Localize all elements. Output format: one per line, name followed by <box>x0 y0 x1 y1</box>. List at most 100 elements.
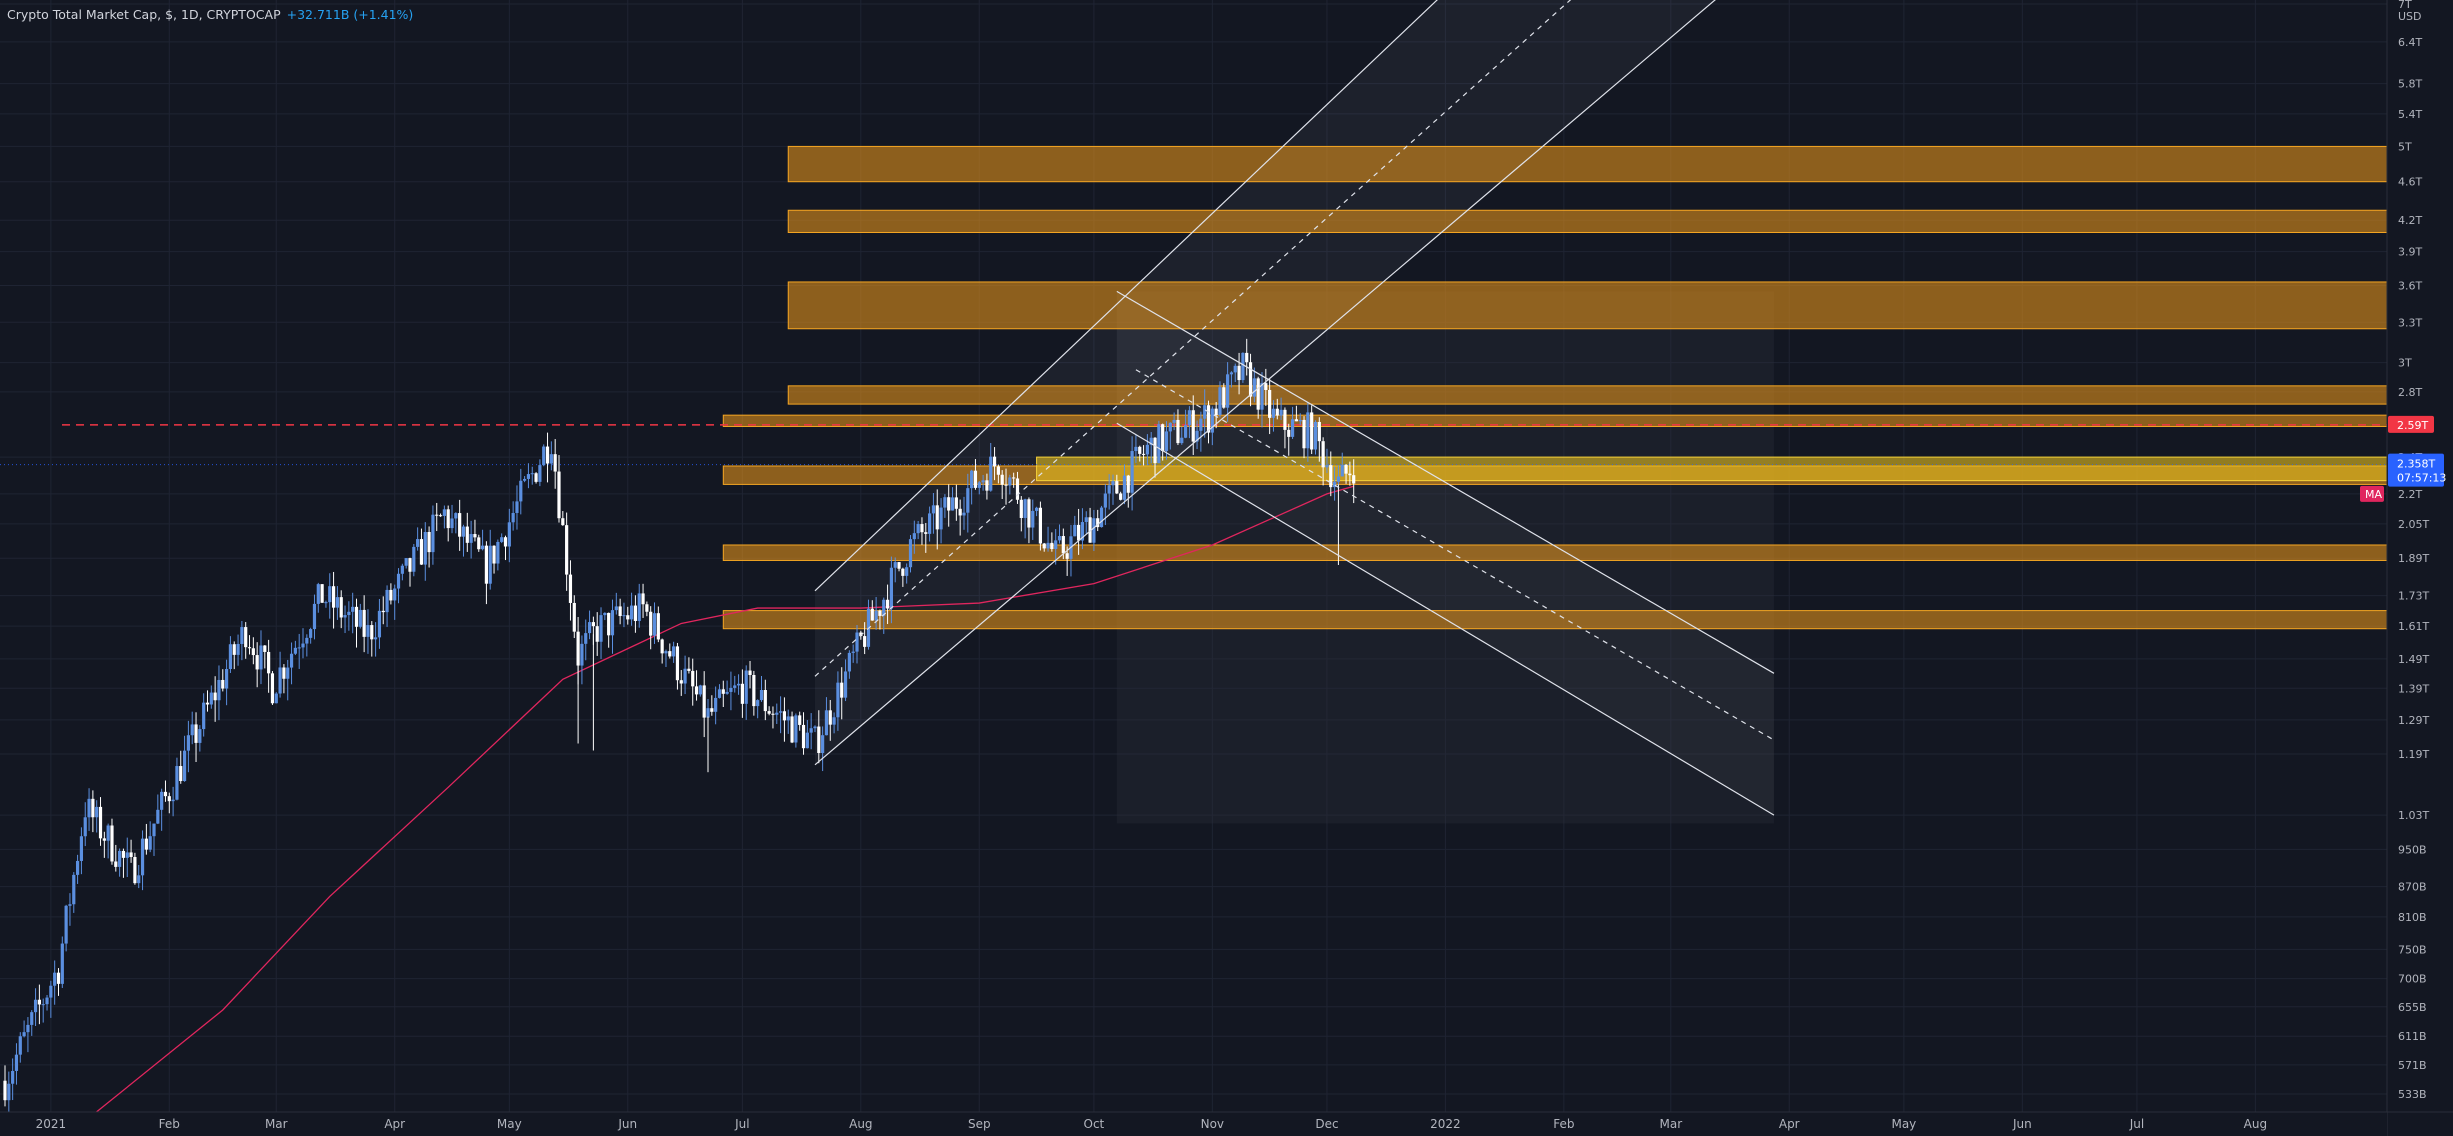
candle-body <box>1271 408 1276 418</box>
candle-body <box>725 691 729 694</box>
candle-body <box>289 653 294 668</box>
candle-body <box>580 643 584 666</box>
candle-body <box>53 972 57 986</box>
candle-body <box>1088 517 1092 543</box>
candle-body <box>442 509 446 516</box>
candle-body <box>26 1024 30 1033</box>
y-tick-label: 3.6T <box>2398 279 2422 292</box>
candle-body <box>989 456 993 491</box>
candle-body <box>664 651 668 654</box>
candle-body <box>1203 405 1207 419</box>
candle-body <box>610 610 615 636</box>
candle-body <box>1352 475 1356 484</box>
candle-body <box>1187 410 1192 426</box>
candle-body <box>496 541 500 564</box>
y-tick-label: 950B <box>2398 843 2427 856</box>
x-tick-label: Jun <box>2012 1117 2032 1131</box>
x-tick-label: Apr <box>1779 1117 1800 1131</box>
candle-body <box>1065 553 1069 559</box>
candle-body <box>1222 387 1226 408</box>
candle-body <box>538 465 542 482</box>
candle-body <box>656 613 660 640</box>
y-tick-label: 6.4T <box>2398 36 2422 49</box>
candle-body <box>309 629 313 638</box>
candle-body <box>1302 419 1306 449</box>
x-tick-label: Aug <box>849 1117 872 1131</box>
zone-rectangle[interactable] <box>787 145 2388 183</box>
ma-label-badge <box>2360 485 2384 502</box>
candle-body <box>1027 499 1031 528</box>
candle-body <box>49 985 53 998</box>
candle-body <box>840 682 844 698</box>
x-tick-label: Jun <box>617 1117 637 1131</box>
candle-body <box>824 710 829 736</box>
candle-body <box>1344 464 1348 474</box>
candle-body <box>1038 507 1043 544</box>
y-tick-label: 1.39T <box>2398 682 2429 695</box>
descending-channel-mid-line[interactable] <box>1135 369 1775 741</box>
candle-body <box>213 692 217 701</box>
x-tick-label: 2021 <box>36 1117 67 1131</box>
candle-body <box>1275 408 1279 416</box>
candle-body <box>251 648 255 656</box>
candle-body <box>133 857 137 884</box>
candle-body <box>935 505 939 530</box>
ascending-channel-mid-line[interactable] <box>814 0 1579 677</box>
candle-body <box>14 1054 19 1071</box>
candle-body <box>190 724 194 736</box>
y-tick-label: 533B <box>2398 1088 2427 1101</box>
candle-body <box>721 689 725 694</box>
candle-body <box>1317 421 1321 442</box>
time-scale-panel[interactable] <box>0 1112 2387 1136</box>
candle-body <box>1050 542 1054 550</box>
candle-body <box>1210 408 1214 433</box>
descending-channel-upper-line[interactable] <box>1116 290 1775 674</box>
zone-rectangle[interactable] <box>787 281 2388 330</box>
candle-body <box>1279 409 1283 416</box>
candle-body <box>675 646 680 681</box>
candle-body <box>435 514 439 516</box>
candle-body <box>736 683 741 686</box>
candle-body <box>98 806 103 839</box>
y-tick-label: 1.19T <box>2398 748 2429 761</box>
candle-body <box>274 693 278 704</box>
candle-body <box>702 685 706 718</box>
descending-channel-lower-line[interactable] <box>1116 422 1775 816</box>
y-tick-label: 4.2T <box>2398 214 2422 227</box>
candle-body <box>565 525 569 575</box>
candle-body <box>977 482 981 488</box>
candle-body <box>366 625 370 637</box>
candle-body <box>847 652 851 672</box>
candle-body <box>140 838 145 876</box>
y-tick-label: 700B <box>2398 973 2427 986</box>
current-zone-rectangle[interactable] <box>1036 456 2388 482</box>
candle-body <box>912 533 916 540</box>
candle-body <box>748 670 752 675</box>
candle-body <box>1099 507 1104 528</box>
candle-body <box>198 729 202 743</box>
candle-body <box>576 631 580 666</box>
candle-body <box>798 715 802 725</box>
y-tick-label: 810B <box>2398 911 2427 924</box>
x-tick-label: Sep <box>968 1117 991 1131</box>
candle-body <box>1298 419 1302 422</box>
candle-body <box>1248 362 1253 397</box>
candle-body <box>1325 465 1329 468</box>
price-scale-panel[interactable] <box>2387 0 2453 1136</box>
y-tick-label: 1.03T <box>2398 809 2429 822</box>
x-tick-label: Feb <box>1553 1117 1574 1131</box>
candle-body <box>744 670 748 704</box>
ascending-channel-upper-line[interactable] <box>814 0 1445 592</box>
candle-body <box>897 562 901 569</box>
candle-body <box>629 605 634 620</box>
zone-rectangle[interactable] <box>722 544 2388 561</box>
candle-body <box>247 647 252 649</box>
candle-body <box>763 690 767 712</box>
candle-body <box>1000 474 1004 485</box>
candle-body <box>182 750 187 782</box>
ascending-channel-lower-line[interactable] <box>814 0 1724 766</box>
candle-body <box>1107 485 1111 494</box>
zone-rectangle[interactable] <box>787 209 2388 233</box>
